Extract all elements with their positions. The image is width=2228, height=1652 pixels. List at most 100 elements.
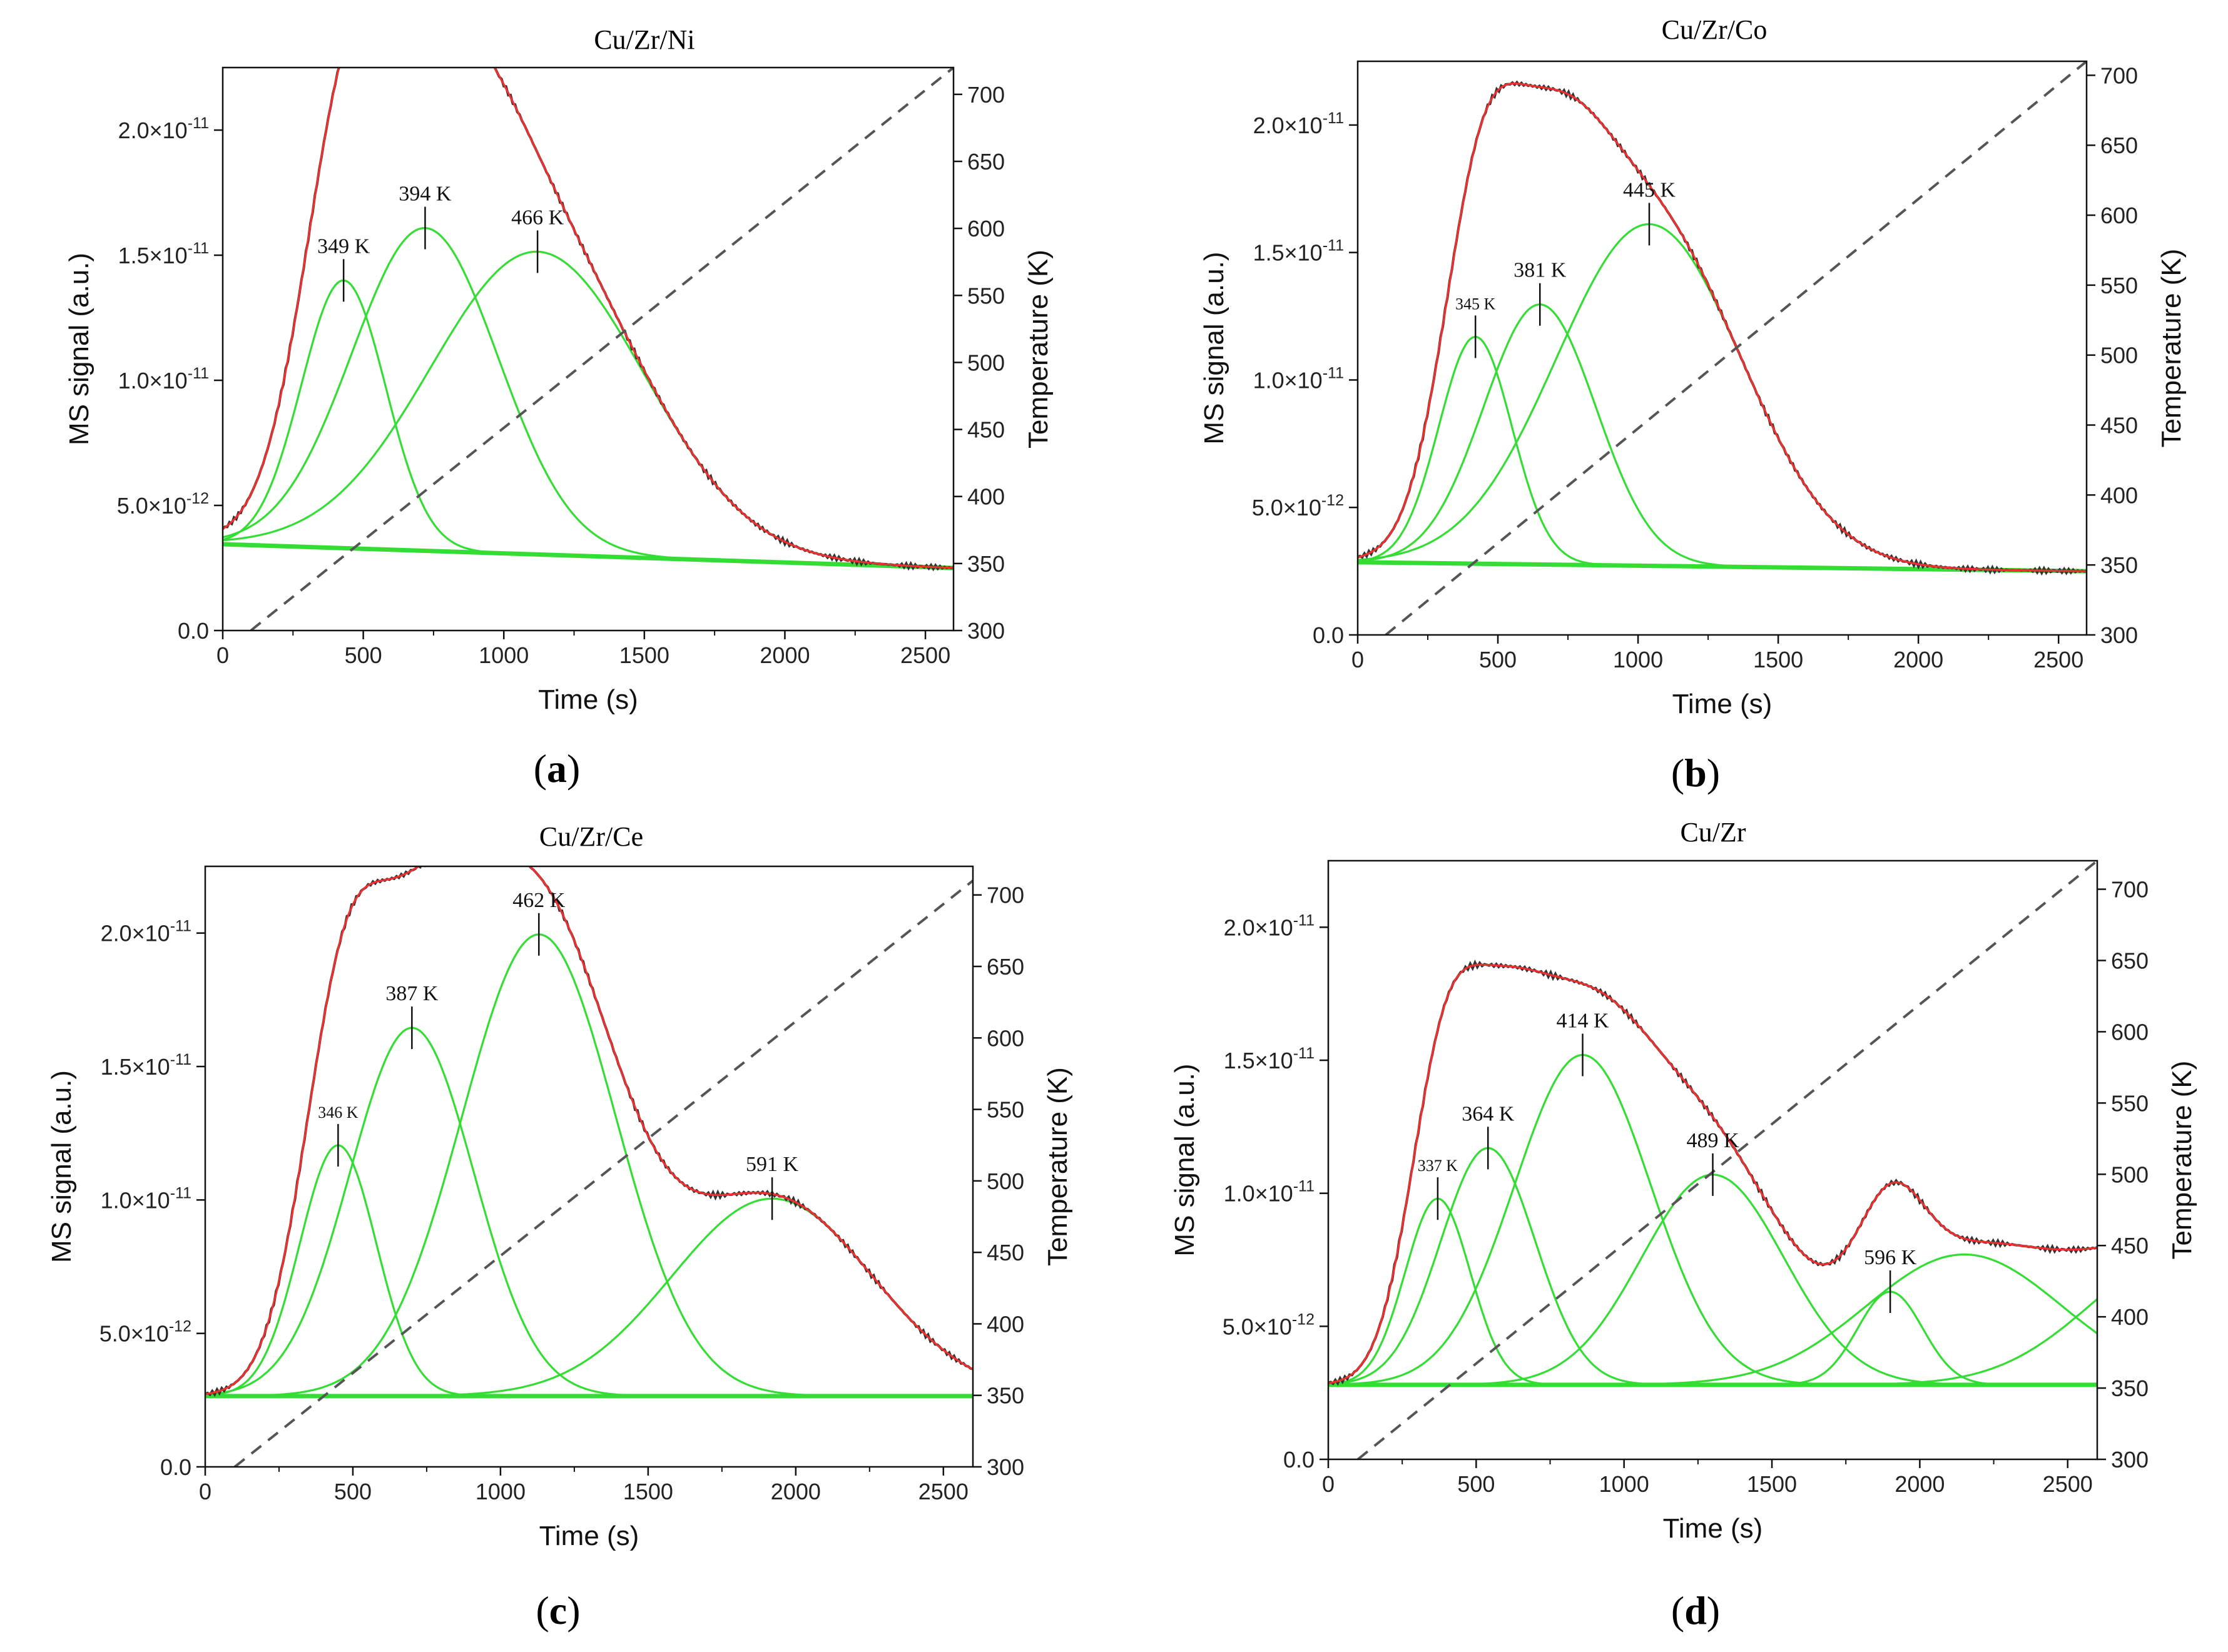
y-tick-label: 1.0×10-11 xyxy=(1224,1178,1315,1207)
y2-axis-label: Temperature (K) xyxy=(2156,249,2187,448)
y-tick-label: 1.5×10-11 xyxy=(118,240,209,268)
chart-title: Cu/Zr/Ce xyxy=(539,821,643,852)
y-tick-mantissa: 1.5×10 xyxy=(1224,1048,1293,1073)
peak-label-1: 349 K xyxy=(317,235,370,258)
plot-area xyxy=(205,866,973,1467)
y2-tick-label: 500 xyxy=(2111,1162,2149,1187)
y-tick-mantissa: 0.0 xyxy=(1313,622,1344,648)
fit-sum-line xyxy=(1358,82,2087,572)
y-tick-mantissa: 1.0×10 xyxy=(118,368,188,393)
y-tick-exponent: -11 xyxy=(170,918,191,935)
x-axis-label: Time (s) xyxy=(1672,689,1773,719)
y-tick-label: 1.0×10-11 xyxy=(118,365,209,393)
y-tick-label: 5.0×10-12 xyxy=(1252,492,1344,520)
fit-sum-line xyxy=(1328,963,2097,1384)
y2-axis-label: Temperature (K) xyxy=(2167,1061,2197,1260)
y-tick-mantissa: 1.0×10 xyxy=(1253,367,1323,393)
panel-label-close: ) xyxy=(567,746,580,791)
x-tick-label: 2000 xyxy=(1893,647,1943,672)
y-tick-exponent: -11 xyxy=(188,240,209,257)
y-tick-mantissa: 0.0 xyxy=(1283,1447,1315,1472)
peak-label-4: 591 K xyxy=(746,1153,799,1176)
y-tick-exponent: -11 xyxy=(1323,237,1344,255)
x-tick-label: 0 xyxy=(1322,1471,1335,1497)
y2-tick-label: 450 xyxy=(2100,413,2138,438)
y-tick-label: 2.0×10-11 xyxy=(101,918,191,946)
x-tick-label: 1500 xyxy=(619,642,669,668)
y-tick-exponent: -11 xyxy=(1293,1178,1315,1195)
y2-tick-label: 550 xyxy=(2111,1090,2149,1116)
y-tick-exponent: -11 xyxy=(170,1184,191,1202)
panel-label: (a) xyxy=(534,746,581,791)
panel-label-letter: d xyxy=(1684,1588,1707,1633)
y-tick-exponent: -12 xyxy=(186,490,209,507)
y-tick-mantissa: 2.0×10 xyxy=(101,921,170,946)
y2-tick-label: 350 xyxy=(2111,1376,2149,1401)
y-tick-label: 2.0×10-11 xyxy=(118,114,209,143)
y2-tick-label: 400 xyxy=(987,1311,1024,1337)
peak-label-3: 466 K xyxy=(511,206,564,229)
peak-label-1: 346 K xyxy=(318,1103,359,1122)
x-tick-label: 1000 xyxy=(479,642,529,668)
panel-label-letter: c xyxy=(549,1588,567,1633)
y-tick-label: 0.0 xyxy=(160,1454,191,1480)
y2-tick-label: 550 xyxy=(967,283,1005,308)
x-tick-label: 0 xyxy=(216,642,229,668)
y-tick-exponent: -11 xyxy=(1323,109,1344,127)
y-tick-mantissa: 0.0 xyxy=(178,618,209,644)
temperature-ramp-line xyxy=(1357,861,2097,1459)
panel-label-open: ( xyxy=(1671,1588,1684,1633)
y-tick-mantissa: 2.0×10 xyxy=(1253,113,1323,138)
x-tick-label: 2000 xyxy=(1895,1471,1945,1497)
y2-tick-label: 300 xyxy=(2100,622,2138,648)
y-tick-exponent: -12 xyxy=(1321,492,1344,509)
x-tick-label: 1500 xyxy=(1747,1471,1797,1497)
y-tick-mantissa: 2.0×10 xyxy=(1224,915,1293,940)
y2-tick-label: 400 xyxy=(2111,1304,2149,1330)
chart-panel-3: Cu/Zr/Ce 346 K 387 K 462 K 591 K 0 500 1000 1500… xyxy=(46,821,1073,1633)
y-tick-mantissa: 5.0×10 xyxy=(1252,495,1321,520)
y-tick-label: 1.5×10-11 xyxy=(1224,1045,1315,1073)
y-tick-label: 1.0×10-11 xyxy=(101,1184,191,1213)
x-tick-label: 2500 xyxy=(918,1479,969,1504)
peak-label-5: 596 K xyxy=(1864,1246,1917,1269)
x-axis-label: Time (s) xyxy=(539,1521,639,1551)
x-tick-label: 500 xyxy=(1457,1471,1495,1497)
y2-tick-label: 500 xyxy=(987,1168,1024,1194)
peak-label-2: 394 K xyxy=(399,183,452,206)
panel-label-close: ) xyxy=(1707,751,1720,795)
y2-tick-label: 400 xyxy=(967,484,1005,510)
y2-tick-label: 450 xyxy=(987,1240,1024,1265)
y2-tick-label: 600 xyxy=(987,1025,1024,1051)
y-tick-label: 2.0×10-11 xyxy=(1224,911,1315,940)
panel-label: (c) xyxy=(536,1588,580,1633)
y2-tick-label: 500 xyxy=(2100,343,2138,368)
y-tick-label: 5.0×10-12 xyxy=(99,1318,191,1347)
y-tick-mantissa: 0.0 xyxy=(160,1454,191,1480)
x-tick-label: 1000 xyxy=(476,1479,526,1504)
y2-tick-label: 650 xyxy=(2100,133,2138,158)
y-tick-exponent: -11 xyxy=(188,365,209,382)
plot-area xyxy=(1358,61,2087,635)
peak-label-2: 381 K xyxy=(1513,259,1567,282)
y-tick-mantissa: 5.0×10 xyxy=(1223,1314,1292,1339)
y2-tick-label: 700 xyxy=(987,883,1024,908)
chart-panel-4: Cu/Zr 337 K 364 K 414 K 489 K 596 K 0 500 1000 15… xyxy=(1169,817,2197,1633)
y-tick-label: 5.0×10-12 xyxy=(1223,1310,1315,1339)
panel-label-close: ) xyxy=(567,1588,580,1633)
panel-label-letter: b xyxy=(1684,751,1707,795)
panel-label-letter: a xyxy=(547,746,567,791)
y2-tick-label: 700 xyxy=(967,82,1005,108)
y-axis-label: MS signal (a.u.) xyxy=(1199,251,1229,444)
fit-sum-line xyxy=(223,68,954,569)
peak-label-3: 445 K xyxy=(1623,178,1676,201)
chart-title: Cu/Zr/Ni xyxy=(594,24,694,55)
y-tick-label: 5.0×10-12 xyxy=(117,490,209,519)
y-tick-exponent: -11 xyxy=(1293,911,1315,929)
y2-tick-label: 550 xyxy=(987,1097,1024,1123)
x-tick-label: 1000 xyxy=(1613,647,1663,672)
panel-label: (b) xyxy=(1671,751,1720,795)
y-tick-exponent: -11 xyxy=(188,114,209,132)
y-tick-mantissa: 2.0×10 xyxy=(118,118,188,143)
